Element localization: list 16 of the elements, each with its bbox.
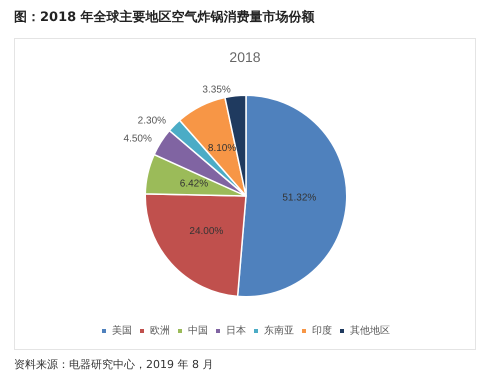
chart-subtitle: 2018	[229, 49, 261, 65]
legend-label: 其他地区	[350, 324, 390, 336]
chart-title: 图：2018 年全球主要地区空气炸锅消费量市场份额	[14, 8, 315, 26]
legend-label: 欧洲	[150, 324, 170, 336]
data-label: 4.50%	[124, 133, 152, 144]
data-label: 24.00%	[189, 226, 224, 238]
data-label: 6.42%	[180, 178, 208, 190]
legend-label: 日本	[226, 324, 246, 336]
legend-label: 东南亚	[264, 324, 294, 336]
legend-label: 印度	[312, 324, 332, 336]
data-label: 3.35%	[202, 84, 231, 96]
legend-label: 美国	[112, 324, 132, 336]
data-label: 2.30%	[138, 116, 166, 126]
text: 资料来源：电器研究中心，2019 年 8 月	[14, 357, 214, 372]
legend-label: 中国	[188, 324, 208, 336]
data-label: 51.32%	[282, 192, 316, 204]
